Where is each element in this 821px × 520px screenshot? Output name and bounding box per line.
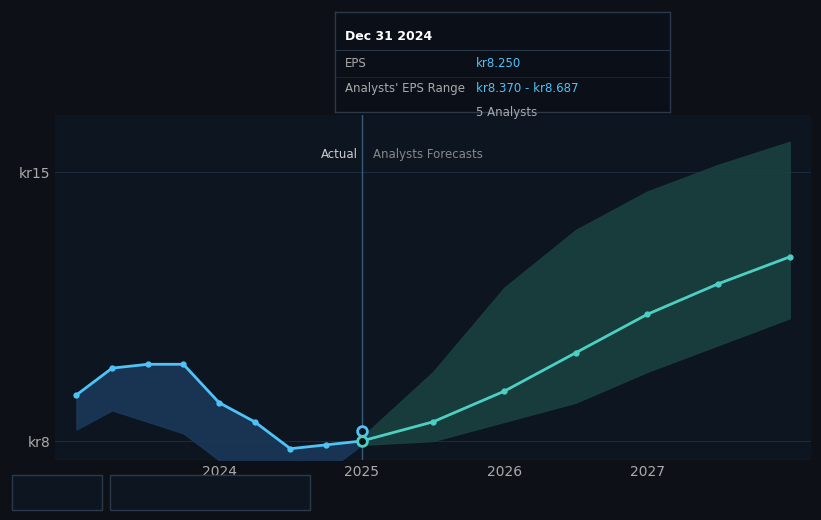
Text: Analysts' EPS Range: Analysts' EPS Range (163, 486, 290, 499)
Wedge shape (18, 480, 37, 504)
Wedge shape (37, 480, 56, 504)
Text: Analysts' EPS Range: Analysts' EPS Range (345, 82, 465, 95)
Text: 5 Analysts: 5 Analysts (475, 106, 537, 119)
Text: Actual: Actual (320, 148, 357, 161)
Text: Analysts Forecasts: Analysts Forecasts (374, 148, 483, 161)
Text: kr8.250: kr8.250 (475, 57, 521, 70)
Text: kr8.370 - kr8.687: kr8.370 - kr8.687 (475, 82, 578, 95)
Text: EPS: EPS (345, 57, 367, 70)
Wedge shape (117, 480, 135, 504)
Text: Dec 31 2024: Dec 31 2024 (345, 30, 433, 43)
Wedge shape (135, 480, 154, 504)
Text: EPS: EPS (64, 486, 88, 499)
